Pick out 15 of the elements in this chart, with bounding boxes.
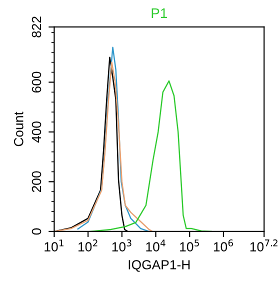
x-tick-label: 10$^{3}$ [112, 239, 132, 252]
x-axis-title: IQGAP1-H [128, 260, 190, 272]
x-tick-label: 10$^{2}$ [78, 239, 98, 252]
text: P1 [152, 8, 167, 18]
y-tick-label: 600 [32, 72, 42, 93]
y-tick-label: 0 [32, 228, 42, 235]
y-tick-label: 200 [32, 171, 42, 192]
x-tick-label: 10$^{5}$ [180, 240, 199, 252]
x-tick-label: 10$^{4}$ [146, 240, 166, 252]
x-tick-label: 10$^{6}$ [214, 239, 234, 252]
x-tick-label: 10$^{1}$ [44, 240, 64, 252]
y-axis-title: Count [14, 112, 24, 146]
y-tick-label: 400 [32, 121, 42, 143]
y-tick-label: 822 [32, 16, 42, 38]
x-tick-label: 10$^{7.2}$ [250, 239, 278, 252]
